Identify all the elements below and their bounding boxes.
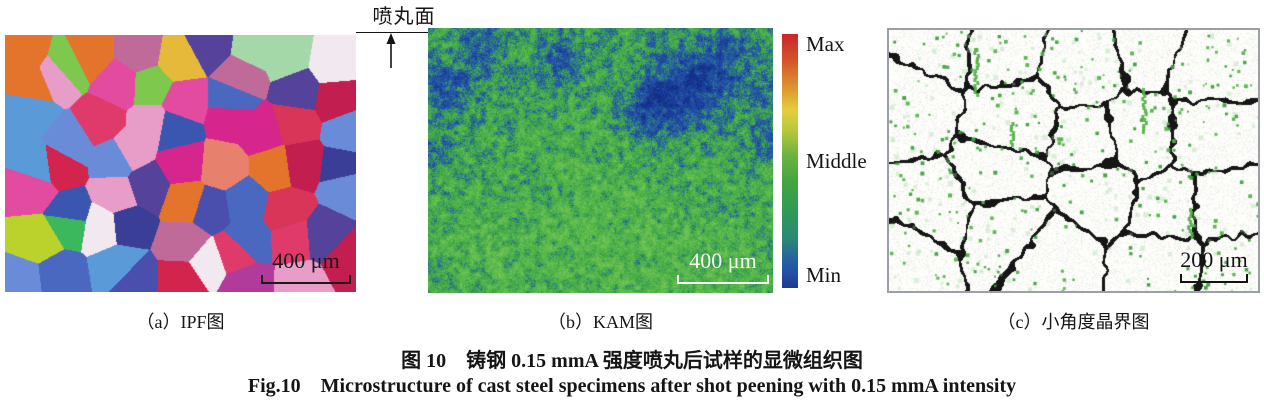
scale-bar-a-bracket bbox=[261, 275, 351, 284]
colorbar-min-label: Min bbox=[806, 263, 842, 287]
ipf-map-image bbox=[5, 35, 356, 292]
scale-bar-a-label: 400 μm bbox=[272, 248, 340, 273]
scale-bar-b-bracket bbox=[677, 275, 769, 284]
ipf-map-panel: 400 μm bbox=[5, 35, 356, 292]
scale-bar-b: 400 μm bbox=[677, 249, 769, 284]
scale-bar-a: 400 μm bbox=[261, 249, 351, 284]
lagb-map-image bbox=[889, 30, 1258, 291]
caption-panel-a: （a）IPF图 bbox=[136, 312, 225, 332]
peening-surface-label: 喷丸面 bbox=[372, 6, 436, 28]
scale-bar-c-label: 200 μm bbox=[1180, 247, 1248, 272]
figure-caption-zh: 图 10 铸钢 0.15 mmA 强度喷丸后试样的显微组织图 bbox=[401, 350, 863, 372]
arrow-up-icon bbox=[386, 33, 396, 68]
caption-panel-c: （c）小角度晶界图 bbox=[997, 312, 1150, 332]
colorbar-max-label: Max bbox=[806, 32, 845, 56]
colorbar-middle-label: Middle bbox=[806, 149, 867, 173]
peening-surface-line bbox=[356, 32, 428, 33]
scale-bar-b-label: 400 μm bbox=[689, 248, 757, 273]
kam-map-panel: 400 μm bbox=[428, 28, 773, 293]
figure-caption-en: Fig.10 Microstructure of cast steel spec… bbox=[247, 375, 1017, 397]
lagb-map-panel: 200 μm bbox=[887, 28, 1260, 293]
scale-bar-c-bracket bbox=[1180, 274, 1248, 283]
caption-panel-b: （b）KAM图 bbox=[547, 312, 653, 332]
scale-bar-c: 200 μm bbox=[1180, 248, 1248, 283]
kam-map-image bbox=[428, 28, 773, 293]
kam-colorbar-gradient bbox=[782, 34, 798, 288]
